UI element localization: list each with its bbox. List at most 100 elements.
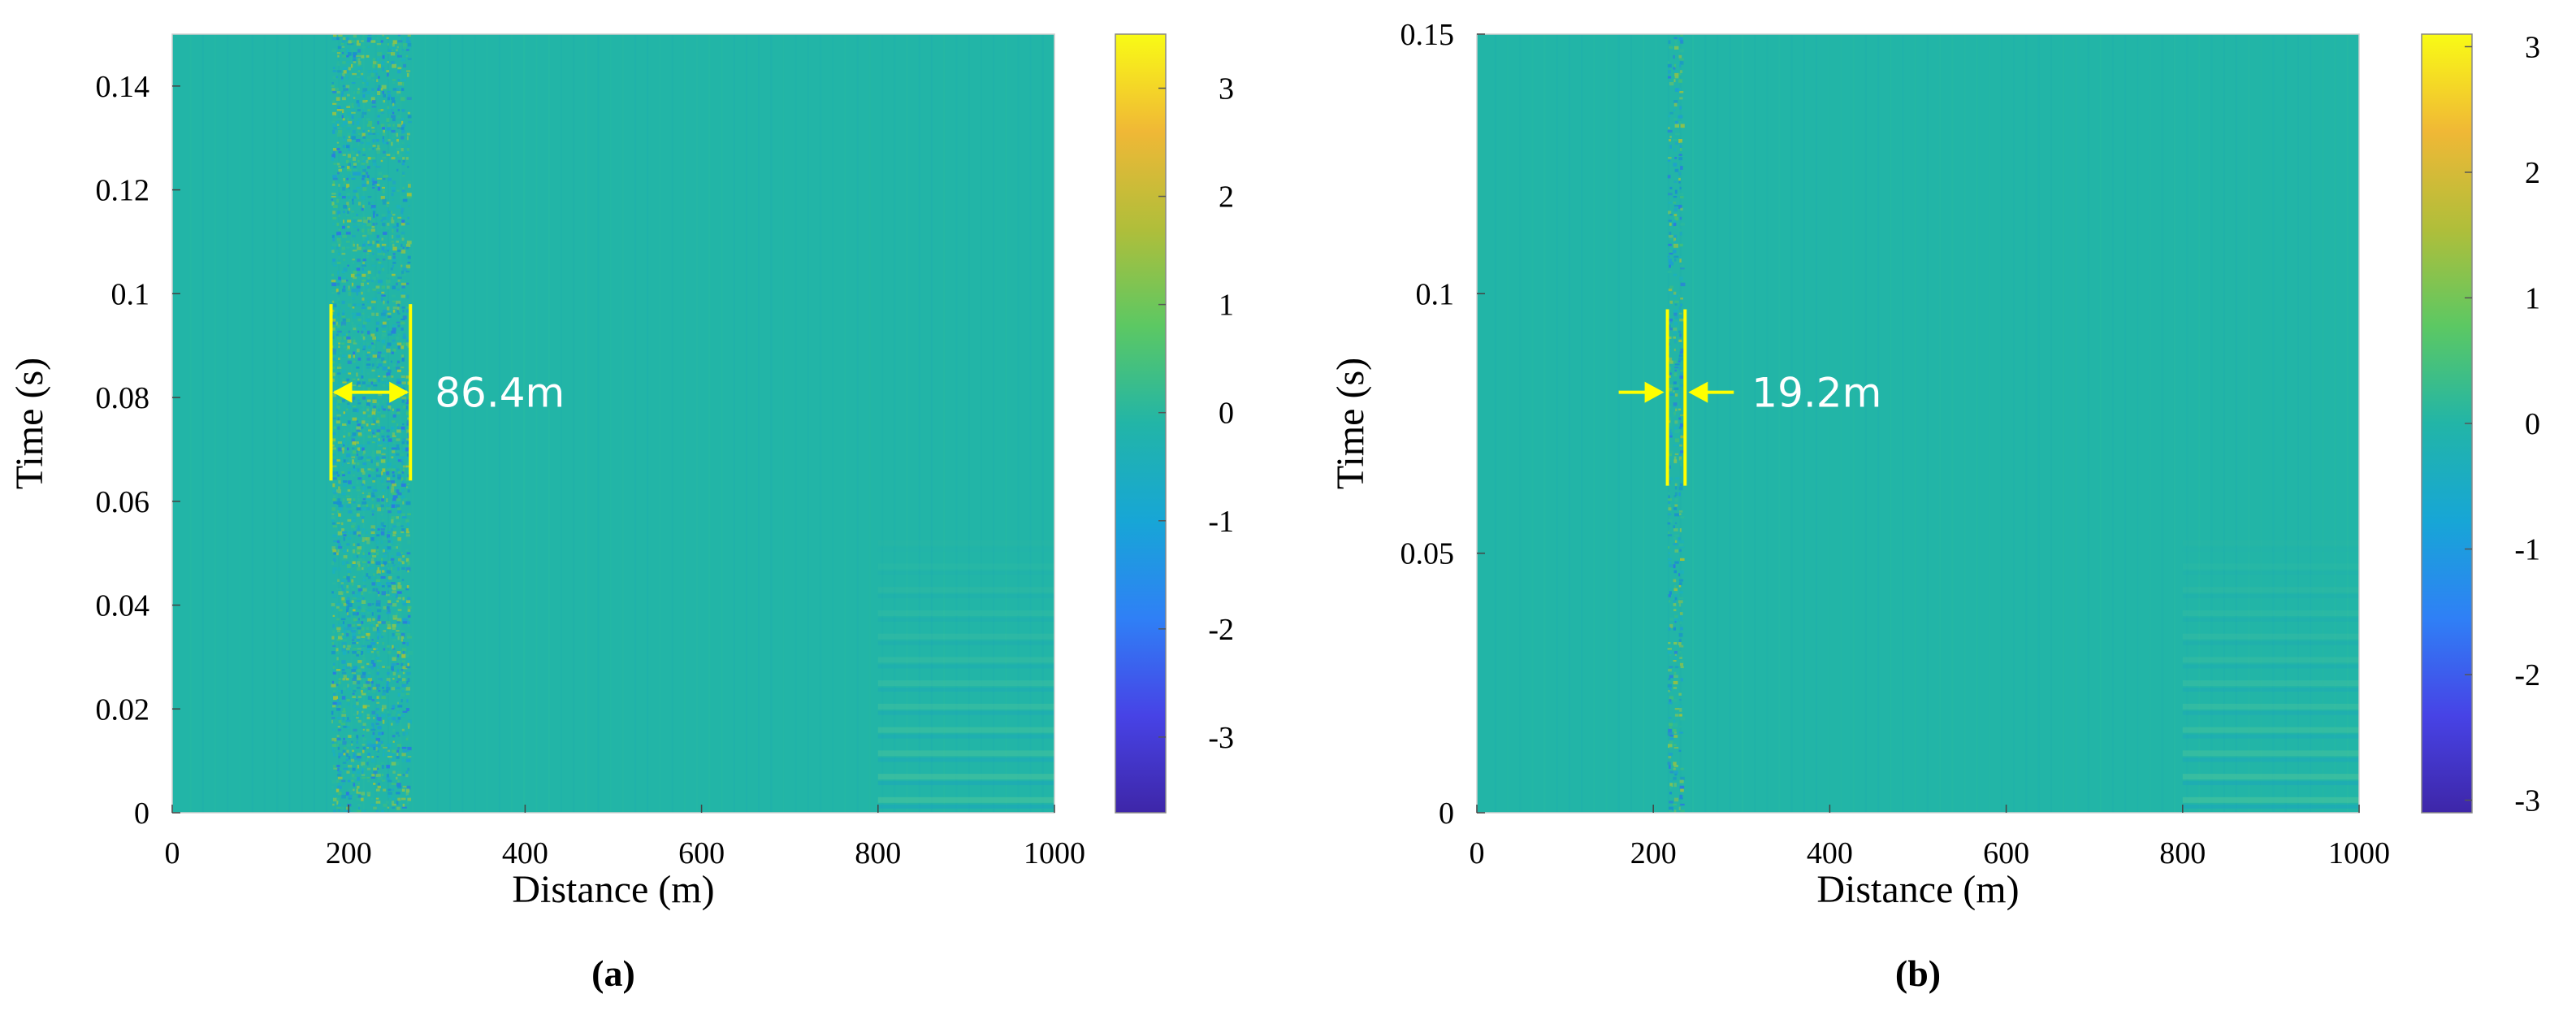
texture-speckle	[1668, 728, 1672, 732]
texture-speckle	[391, 294, 396, 297]
texture-speckle	[377, 566, 379, 571]
texture-speckle	[1673, 762, 1677, 766]
texture-speckle	[1669, 435, 1673, 438]
texture-speckle	[372, 354, 378, 358]
texture-speckle	[361, 636, 366, 638]
texture-speckle	[371, 735, 374, 739]
texture-speckle	[343, 767, 349, 770]
texture-streak	[1643, 34, 1645, 813]
texture-speckle	[397, 67, 402, 70]
texture-speckle	[362, 228, 365, 233]
texture-ripple	[877, 703, 1054, 710]
width-annotation: 19.2m	[1618, 309, 1881, 486]
texture-speckle	[336, 339, 341, 343]
texture-speckle	[348, 52, 352, 56]
texture-speckle	[356, 186, 361, 189]
texture-speckle	[346, 88, 349, 91]
texture-speckle	[343, 120, 348, 125]
texture-speckle	[352, 285, 356, 289]
texture-speckle	[392, 803, 396, 806]
texture-speckle	[357, 534, 361, 537]
texture-speckle	[1668, 70, 1671, 74]
texture-speckle	[1673, 219, 1676, 224]
texture-speckle	[375, 657, 379, 660]
texture-speckle	[343, 537, 345, 541]
texture-ripple	[2182, 563, 2359, 570]
texture-speckle	[373, 746, 376, 750]
texture-speckle	[363, 450, 366, 454]
texture-speckle	[352, 776, 357, 779]
texture-speckle	[405, 40, 411, 43]
texture-speckle	[367, 289, 370, 293]
texture-speckle	[402, 618, 407, 622]
texture-speckle	[1680, 653, 1683, 658]
texture-speckle	[1678, 294, 1681, 297]
texture-speckle	[337, 106, 341, 110]
texture-speckle	[356, 450, 358, 453]
texture-speckle	[370, 537, 374, 541]
texture-speckle	[370, 97, 375, 102]
texture-speckle	[347, 579, 350, 583]
texture-speckle	[377, 669, 379, 671]
texture-speckle	[362, 148, 366, 151]
texture-speckle	[376, 671, 379, 675]
texture-speckle	[362, 588, 367, 592]
texture-speckle	[387, 315, 392, 318]
texture-speckle	[1668, 157, 1672, 159]
texture-speckle	[386, 666, 391, 669]
texture-speckle	[1673, 250, 1677, 254]
texture-speckle	[361, 689, 363, 693]
texture-speckle	[371, 710, 376, 715]
texture-speckle	[1674, 339, 1677, 344]
texture-speckle	[392, 614, 398, 619]
texture-speckle	[396, 744, 401, 747]
texture-speckle	[391, 636, 396, 639]
texture-speckle	[336, 669, 341, 671]
texture-speckle	[376, 468, 379, 472]
texture-speckle	[1667, 762, 1671, 765]
texture-speckle	[1678, 157, 1683, 161]
texture-speckle	[366, 354, 370, 357]
texture-speckle	[332, 728, 336, 731]
texture-speckle	[342, 678, 346, 681]
texture-speckle	[367, 232, 372, 235]
texture-speckle	[377, 63, 381, 68]
texture-speckle	[378, 689, 381, 692]
texture-speckle	[356, 735, 359, 738]
texture-speckle	[357, 675, 361, 679]
texture-speckle	[1668, 219, 1672, 222]
texture-speckle	[356, 549, 362, 553]
texture-speckle	[405, 758, 411, 762]
texture-speckle	[400, 692, 405, 697]
texture-speckle	[392, 735, 396, 738]
texture-speckle	[402, 803, 405, 808]
texture-speckle	[1673, 528, 1678, 532]
texture-speckle	[383, 408, 387, 411]
texture-speckle	[346, 145, 350, 149]
texture-speckle	[347, 701, 350, 706]
texture-speckle	[343, 444, 345, 447]
texture-speckle	[346, 648, 350, 650]
texture-speckle	[386, 345, 390, 349]
texture-streak	[621, 34, 624, 813]
texture-speckle	[1669, 746, 1673, 749]
texture-speckle	[352, 591, 355, 595]
texture-speckle	[347, 339, 352, 344]
texture-speckle	[361, 282, 364, 287]
texture-speckle	[346, 666, 351, 669]
texture-speckle	[377, 678, 383, 680]
texture-speckle	[401, 189, 405, 193]
texture-speckle	[1673, 803, 1678, 806]
texture-speckle	[362, 339, 366, 342]
texture-speckle	[387, 540, 391, 543]
texture-speckle	[406, 258, 410, 261]
texture-speckle	[387, 671, 390, 675]
texture-speckle	[346, 699, 350, 702]
texture-speckle	[377, 250, 382, 254]
texture-speckle	[380, 159, 383, 163]
texture-streak	[449, 34, 452, 813]
texture-speckle	[331, 651, 336, 655]
texture-speckle	[1667, 129, 1673, 133]
texture-speckle	[331, 519, 335, 522]
texture-speckle	[396, 498, 401, 501]
